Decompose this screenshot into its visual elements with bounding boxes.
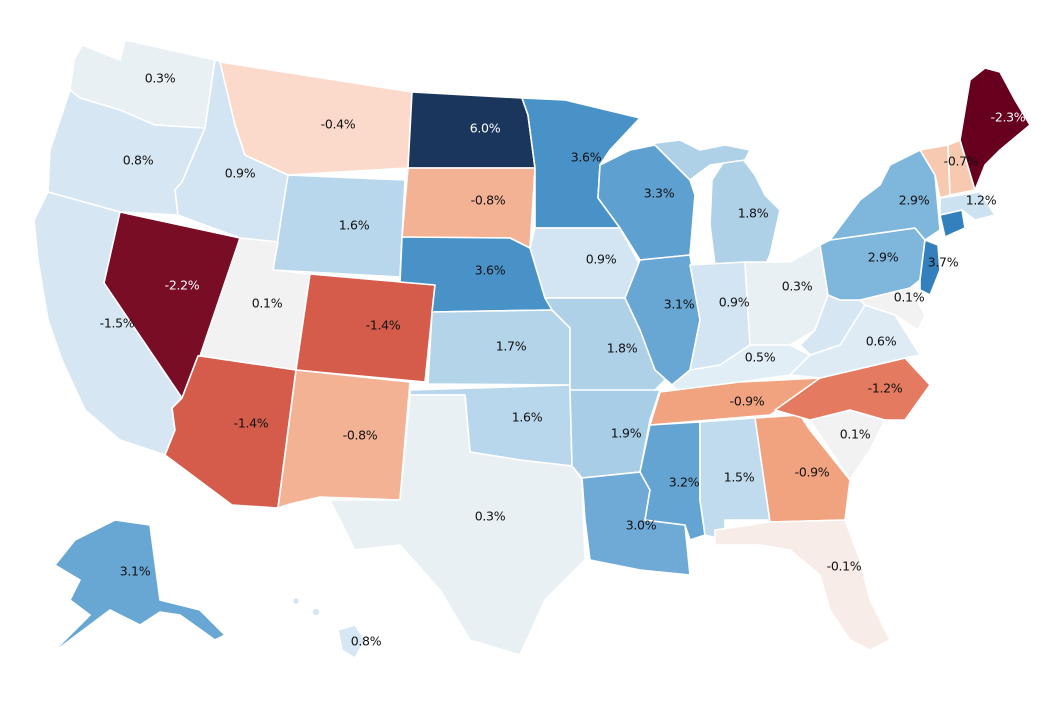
label-nv: -2.2% <box>165 278 200 293</box>
label-nm: -0.8% <box>343 428 378 443</box>
state-hi-island-kauai <box>291 596 301 606</box>
label-id: 0.9% <box>225 166 256 181</box>
state-ma[interactable] <box>939 191 996 221</box>
label-wa: 0.3% <box>145 71 176 86</box>
state-sd[interactable] <box>401 167 536 249</box>
label-ak: 3.1% <box>120 564 151 579</box>
label-ga: -0.9% <box>795 465 830 480</box>
label-md: 0.1% <box>894 290 925 305</box>
state-mi[interactable] <box>709 157 781 266</box>
label-ar: 1.9% <box>611 426 642 441</box>
state-vt[interactable] <box>919 144 951 199</box>
state-wi[interactable] <box>597 144 696 261</box>
label-ms: 3.2% <box>669 475 700 490</box>
label-mn: 3.6% <box>571 150 602 165</box>
label-tx: 0.3% <box>475 509 506 524</box>
label-ne: 3.6% <box>475 263 506 278</box>
label-ca: -1.5% <box>100 316 135 331</box>
label-vt: -0.7% <box>944 154 979 169</box>
state-value-labels: 0.3% 0.8% -1.5% -2.2% 0.9% -0.4% 1.6% 0.… <box>100 71 1026 649</box>
label-la: 3.0% <box>626 518 657 533</box>
label-ny: 2.9% <box>899 193 930 208</box>
label-pa: 2.9% <box>868 250 899 265</box>
label-nc: -1.2% <box>868 381 903 396</box>
label-ks: 1.7% <box>496 339 527 354</box>
label-sd: -0.8% <box>471 193 506 208</box>
label-mi: 1.8% <box>738 206 769 221</box>
state-shapes <box>33 39 1031 659</box>
label-ma: 1.2% <box>966 193 997 208</box>
state-me[interactable] <box>959 67 1031 191</box>
state-hi[interactable] <box>337 624 366 659</box>
label-co: -1.4% <box>366 318 401 333</box>
label-ia: 0.9% <box>586 252 617 267</box>
label-hi: 0.8% <box>351 634 382 649</box>
state-co[interactable] <box>295 273 436 383</box>
label-nd: 6.0% <box>470 121 501 136</box>
label-nj: 3.7% <box>928 255 959 270</box>
state-mi-up[interactable] <box>639 139 751 181</box>
label-ut: 0.1% <box>252 296 283 311</box>
label-me: -2.3% <box>991 110 1026 125</box>
label-oh: 0.3% <box>782 279 813 294</box>
label-il: 3.1% <box>664 297 695 312</box>
label-or: 0.8% <box>123 153 154 168</box>
state-tx[interactable] <box>329 394 586 656</box>
label-al: 1.5% <box>724 470 755 485</box>
state-nm[interactable] <box>277 369 411 509</box>
state-ak[interactable] <box>49 519 226 656</box>
label-in: 0.9% <box>719 295 750 310</box>
label-az: -1.4% <box>234 416 269 431</box>
label-fl: -0.1% <box>827 559 862 574</box>
state-fl[interactable] <box>714 519 891 651</box>
state-nj[interactable] <box>919 239 941 296</box>
state-hi-island-oahu <box>311 607 321 617</box>
label-ky: 0.5% <box>745 350 776 365</box>
label-wi: 3.3% <box>644 186 675 201</box>
label-mo: 1.8% <box>607 341 638 356</box>
label-va: 0.6% <box>866 334 897 349</box>
label-tn: -0.9% <box>730 394 765 409</box>
label-wy: 1.6% <box>339 218 370 233</box>
label-mt: -0.4% <box>321 117 356 132</box>
label-sc: 0.1% <box>840 427 871 442</box>
label-ok: 1.6% <box>512 410 543 425</box>
